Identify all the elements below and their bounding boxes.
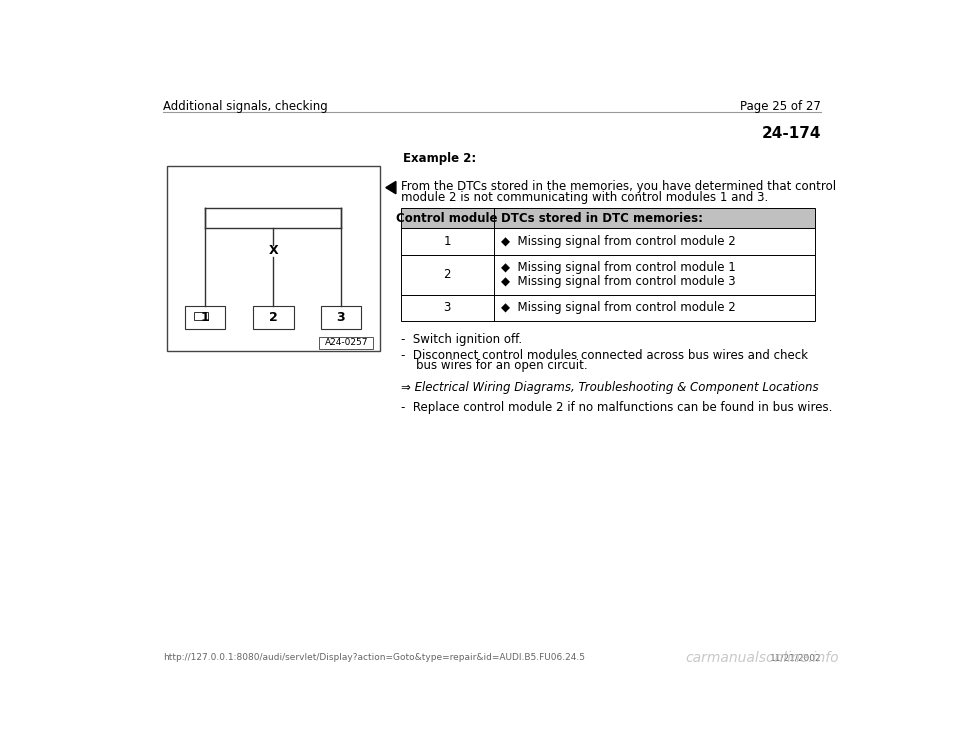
Text: 2: 2 [444,268,451,281]
Polygon shape [386,182,396,194]
Text: 2: 2 [269,311,277,324]
Text: X: X [269,244,278,257]
Text: carmanualsonline.info: carmanualsonline.info [685,651,839,665]
Bar [253,306,294,329]
Bar [166,166,379,351]
Text: ◆  Missing signal from control module 1: ◆ Missing signal from control module 1 [501,261,736,275]
Bar [194,312,208,320]
Bar [400,209,815,229]
Text: ⇒ Electrical Wiring Diagrams, Troubleshooting & Component Locations: ⇒ Electrical Wiring Diagrams, Troublesho… [400,381,818,394]
Text: -  Disconnect control modules connected across bus wires and check: - Disconnect control modules connected a… [400,349,807,361]
Text: http://127.0.0.1:8080/audi/servlet/Display?action=Goto&type=repair&id=AUDI.B5.FU: http://127.0.0.1:8080/audi/servlet/Displ… [162,654,585,663]
Text: 3: 3 [337,311,346,324]
Text: 11/21/2002: 11/21/2002 [770,654,822,663]
Bar [321,306,361,329]
Text: A24-0257: A24-0257 [324,338,368,347]
Bar [185,306,226,329]
Text: -  Replace control module 2 if no malfunctions can be found in bus wires.: - Replace control module 2 if no malfunc… [400,401,832,414]
Bar [400,229,815,255]
Text: 24-174: 24-174 [762,126,822,141]
Text: 1: 1 [444,235,451,248]
Text: Example 2:: Example 2: [403,152,476,165]
Text: module 2 is not communicating with control modules 1 and 3.: module 2 is not communicating with contr… [400,191,768,205]
Text: ◆  Missing signal from control module 2: ◆ Missing signal from control module 2 [501,301,736,314]
Bar [400,255,815,295]
Text: 1: 1 [201,311,209,324]
Bar [319,337,373,349]
Text: ◆  Missing signal from control module 3: ◆ Missing signal from control module 3 [501,275,736,288]
Text: -  Switch ignition off.: - Switch ignition off. [400,333,521,346]
Text: 3: 3 [444,301,451,314]
Text: Additional signals, checking: Additional signals, checking [162,100,327,113]
Text: ◆  Missing signal from control module 2: ◆ Missing signal from control module 2 [501,235,736,248]
Bar [400,295,815,321]
Text: From the DTCs stored in the memories, you have determined that control: From the DTCs stored in the memories, yo… [400,180,835,193]
Text: Page 25 of 27: Page 25 of 27 [740,100,822,113]
Text: DTCs stored in DTC memories:: DTCs stored in DTC memories: [501,212,704,225]
Text: Control module: Control module [396,212,498,225]
Text: bus wires for an open circuit.: bus wires for an open circuit. [400,359,588,372]
